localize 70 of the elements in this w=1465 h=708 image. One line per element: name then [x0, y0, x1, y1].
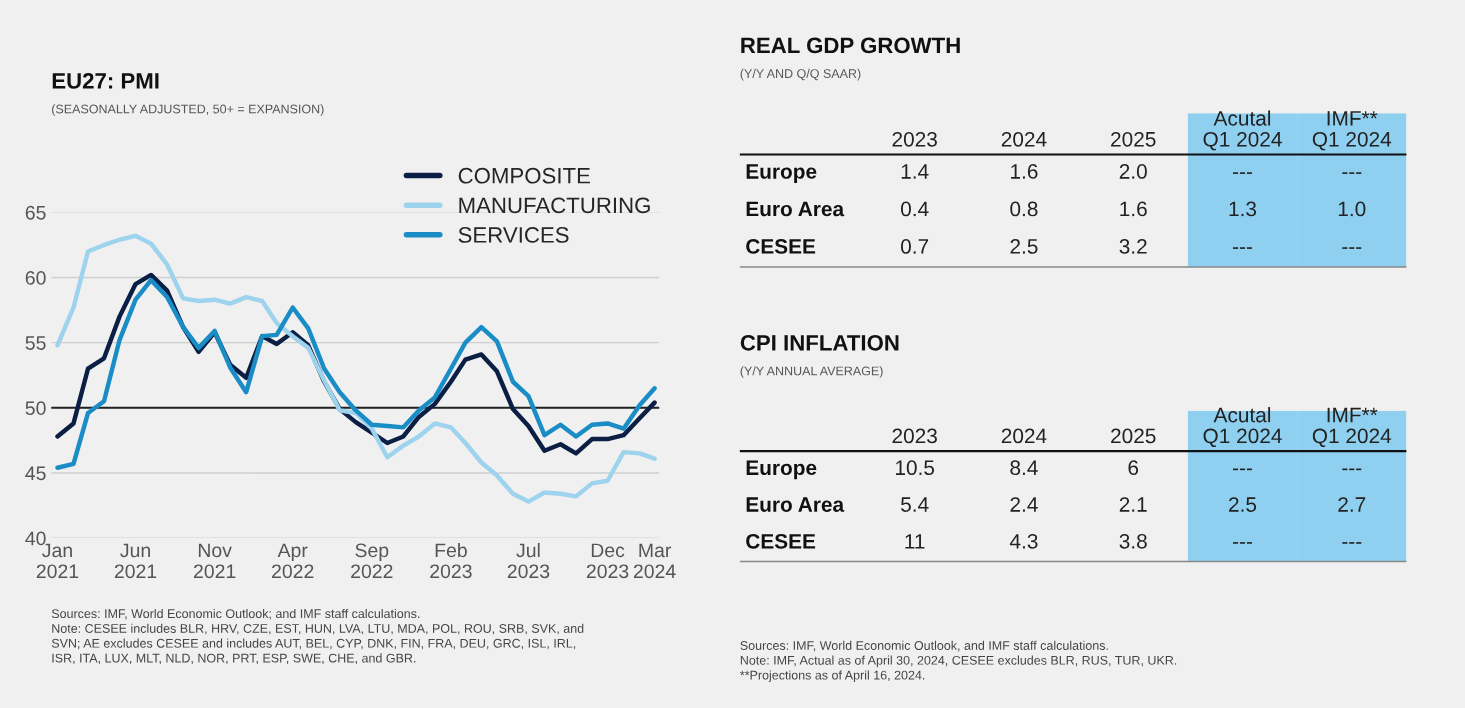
text: REAL GDP GROWTH	[741, 37, 960, 54]
category-label: Euro Area	[746, 497, 845, 512]
text: (Y/Y ANNUAL AVERAGE)	[740, 366, 883, 378]
text: CPI INFLATION	[740, 334, 899, 351]
category-label: 2024	[1001, 131, 1047, 147]
category-label: Acutal Q1 2024	[1203, 407, 1282, 448]
text: (Y/Y AND Q/Q SAAR)	[740, 68, 861, 81]
y-tick-label: 50	[25, 401, 46, 416]
legend-label: COMPOSITE	[458, 167, 590, 184]
x-tick-label: Apr 2022	[272, 543, 314, 579]
text: ---	[1342, 542, 1362, 544]
chart-title: EU27: PMI	[52, 72, 159, 89]
text: ---	[1342, 172, 1362, 174]
text: 2.1	[1119, 497, 1147, 512]
chart-subtitle: (SEASONALLY ADJUSTED, 50+ = EXPANSION)	[52, 104, 324, 116]
text: ---	[1233, 172, 1252, 174]
text: 1.6	[1011, 164, 1038, 179]
text: 2.5	[1229, 497, 1257, 512]
text: 1.3	[1229, 201, 1257, 217]
category-label: Euro Area	[746, 201, 845, 217]
text: ---	[1342, 247, 1362, 249]
category-label: 2023	[892, 428, 937, 444]
text: 1.6	[1120, 201, 1147, 217]
category-label: 2025	[1111, 131, 1156, 147]
legend-label: MANUFACTURING	[459, 197, 650, 214]
text: ---	[1233, 247, 1252, 249]
text: 2.0	[1119, 164, 1147, 179]
category-label: 2024	[1001, 428, 1047, 444]
x-tick-label: Sep 2022	[351, 543, 393, 579]
text: 1.4	[901, 164, 929, 179]
x-tick-label: Feb 2023	[430, 542, 472, 579]
category-label: Acutal Q1 2024	[1203, 110, 1282, 151]
text: 3.8	[1119, 533, 1147, 549]
x-tick-label: Mar 2024	[633, 543, 676, 579]
text: 6	[1128, 460, 1139, 476]
x-tick-label: Nov 2021	[193, 543, 236, 579]
category-label: Europe	[746, 460, 817, 480]
text: 3.2	[1119, 239, 1147, 254]
category-label: 2025	[1111, 428, 1156, 444]
category-label: CESEE	[746, 533, 816, 549]
text: 0.8	[1010, 201, 1038, 217]
category-label: CESEE	[746, 239, 816, 254]
category-label: 2023	[892, 131, 937, 147]
y-tick-label: 65	[25, 205, 46, 220]
text: 5.4	[901, 497, 929, 512]
x-tick-label: Jul 2023	[507, 542, 550, 579]
y-tick-label: 60	[25, 271, 46, 285]
text: ---	[1233, 542, 1252, 544]
category-label: IMF** Q1 2024	[1312, 407, 1392, 448]
source-note: Sources: IMF, World Economic Outlook, and IMF staff calculations. Note: IMF, Actual as of April 30, 2024, CESEE excludes BLR, RUS, TUR, UKR. **Projections as of April 16, 2024.	[740, 640, 1177, 683]
y-tick-label: 55	[25, 336, 46, 350]
y-tick-label: 45	[25, 466, 46, 481]
text: 0.4	[901, 201, 929, 217]
text: 11	[905, 534, 925, 549]
text: 0.7	[901, 239, 929, 254]
category-label: Europe	[746, 164, 817, 183]
legend-label: SERVICES	[458, 227, 569, 243]
x-tick-label: Dec 2023	[586, 543, 629, 579]
category-label: IMF** Q1 2024	[1312, 111, 1392, 151]
text: 1.0	[1338, 201, 1366, 217]
x-tick-label: Jun 2021	[114, 543, 157, 579]
text: 2.7	[1338, 497, 1366, 512]
text: 4.3	[1009, 533, 1038, 549]
text: 2.4	[1010, 497, 1038, 512]
text: 8.4	[1010, 460, 1038, 476]
text: ---	[1233, 468, 1252, 471]
text: 2.5	[1010, 239, 1038, 254]
source-note: Sources: IMF, World Economic Outlook; and IMF staff calculations. Note: CESEE includes BLR, HRV, CZE, EST, HUN, LVA, LTU, MDA, POL, ROU, SRB, SVK, and SVN; AE excludes CESEE and includes AUT, BEL, CYP, DNK, FIN, FRA, DEU, GRC, ISL, IRL, ISR, ITA, LUX, MLT, NLD, NOR, PRT, ESP, SWE, CHE, and GBR.	[51, 608, 584, 665]
text: ---	[1342, 468, 1362, 471]
text: 10.5	[895, 460, 935, 476]
